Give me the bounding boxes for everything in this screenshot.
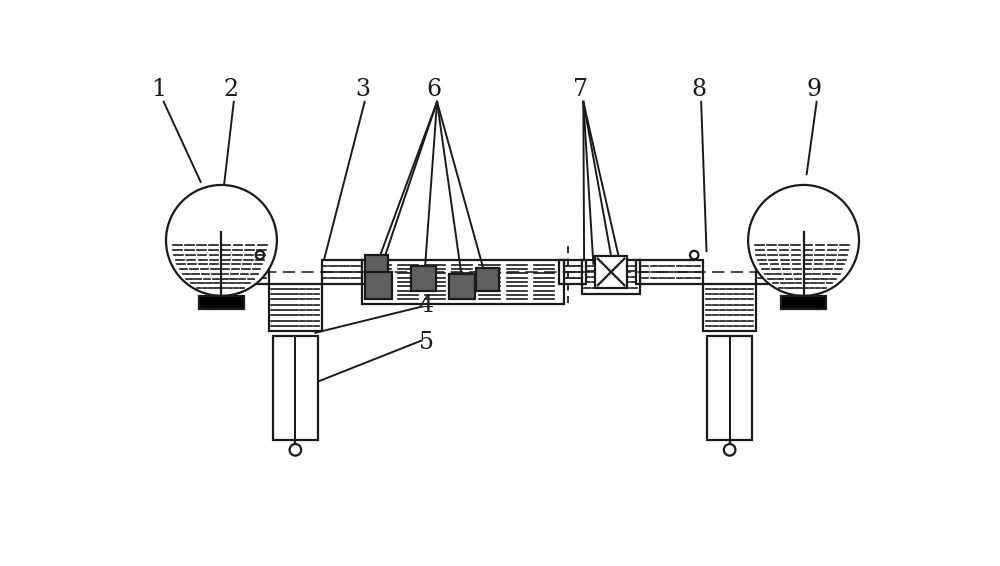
Text: 9: 9: [807, 78, 822, 101]
Text: 1: 1: [151, 78, 166, 101]
Text: 7: 7: [573, 78, 588, 101]
Bar: [362, 260, 564, 303]
Bar: [199, 296, 244, 309]
Circle shape: [256, 251, 264, 259]
Bar: [273, 336, 318, 440]
Bar: [582, 260, 640, 294]
Bar: [640, 260, 703, 284]
Bar: [756, 260, 817, 284]
Bar: [365, 255, 388, 280]
Bar: [362, 260, 367, 284]
Bar: [411, 266, 436, 291]
Bar: [476, 268, 499, 291]
Text: 5: 5: [419, 331, 434, 354]
Text: 4: 4: [419, 294, 434, 316]
Bar: [636, 260, 640, 284]
Bar: [595, 256, 627, 288]
Circle shape: [748, 185, 859, 296]
Bar: [322, 260, 362, 284]
Circle shape: [724, 444, 735, 456]
Text: 8: 8: [691, 78, 706, 101]
Text: 3: 3: [355, 78, 370, 101]
Bar: [564, 260, 582, 284]
Circle shape: [166, 185, 277, 296]
Circle shape: [690, 251, 698, 259]
Circle shape: [290, 444, 301, 456]
Bar: [269, 284, 322, 331]
Bar: [449, 274, 475, 299]
Bar: [703, 284, 756, 331]
Text: 2: 2: [224, 78, 239, 101]
Bar: [559, 260, 564, 284]
Bar: [582, 260, 586, 284]
Bar: [781, 296, 826, 309]
Text: 6: 6: [426, 78, 442, 101]
Bar: [707, 336, 752, 440]
Bar: [208, 260, 269, 284]
Bar: [365, 272, 392, 299]
